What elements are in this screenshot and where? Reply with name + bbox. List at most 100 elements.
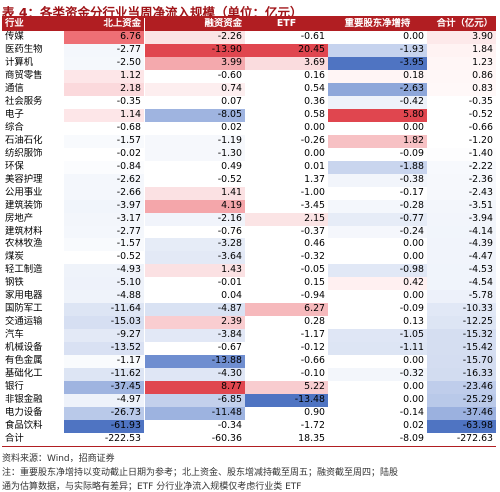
margin-value: -4.30 [145, 368, 245, 382]
total-value: -0.35 [427, 95, 496, 109]
industry-name: 公用事业 [5, 186, 43, 198]
table-row: 电力设备 -26.73 -11.48 0.90 -0.14 -37.46 [2, 407, 496, 421]
margin-value: 3.99 [145, 56, 245, 70]
total-value: -25.29 [427, 394, 496, 408]
total-value: -3.51 [427, 199, 496, 213]
northbound-value: -0.84 [64, 160, 145, 174]
margin-value: -6.85 [145, 394, 245, 408]
etf-value: 0.00 [245, 121, 328, 135]
table-row: 轻工制造 -4.93 1.43 -0.05 -0.98 -4.53 [2, 264, 496, 278]
total-value: -23.46 [427, 381, 496, 395]
shareholder-value: 0.02 [328, 420, 427, 433]
table-row: 机械设备 -13.52 -0.67 -0.12 -1.11 -15.42 [2, 342, 496, 356]
table-body: 传媒 6.76 -2.26 -0.61 0.00 3.90 医药生物 -2.77 -13.90 2… [2, 30, 496, 447]
shareholder-value: -0.28 [328, 199, 427, 213]
shareholder-value: -1.93 [328, 43, 427, 57]
total-value: -15.70 [427, 355, 496, 369]
shareholder-value: -0.09 [328, 303, 427, 317]
margin-value: -3.28 [145, 238, 245, 252]
margin-value: -13.88 [145, 355, 245, 369]
margin-value: -2.26 [145, 30, 245, 44]
total-value: 1.23 [427, 56, 496, 70]
margin-value: -4.87 [145, 303, 245, 317]
table-row: 家用电器 -4.88 0.04 -0.94 0.00 -5.78 [2, 290, 496, 304]
source-note: 资料来源：Wind，招商证券 [2, 454, 115, 464]
shareholder-value: 5.80 [328, 108, 427, 122]
total-value: -37.46 [427, 407, 496, 421]
table-row: 电子 1.14 -8.05 0.58 5.80 -0.52 [2, 108, 496, 122]
etf-value: 20.45 [245, 43, 328, 57]
table-row: 有色金属 -1.17 -13.88 -0.66 0.00 -15.70 [2, 355, 496, 369]
total-value: -4.14 [427, 225, 496, 239]
industry-name: 机械设备 [5, 342, 43, 354]
shareholder-value: 0.13 [328, 316, 427, 330]
total-value: -1.40 [427, 147, 496, 161]
industry-name: 汽车 [5, 329, 24, 341]
etf-value: -0.66 [245, 355, 328, 369]
table-row: 综合 -0.68 0.02 0.00 0.00 -0.66 [2, 121, 496, 135]
shareholder-value: -2.63 [328, 82, 427, 96]
table-row: 环保 -0.84 0.49 0.01 -1.88 -2.22 [2, 160, 496, 174]
northbound-value: 1.12 [64, 69, 145, 83]
northbound-value: -4.93 [64, 264, 145, 278]
industry-name: 医药生物 [5, 43, 43, 55]
industry-name: 社会服务 [5, 95, 43, 107]
total-value: -63.98 [427, 420, 496, 433]
northbound-value: -4.97 [64, 394, 145, 408]
shareholder-value: 0.00 [328, 251, 427, 265]
margin-value: 8.77 [145, 381, 245, 395]
total-value: -4.47 [427, 251, 496, 265]
etf-value: -0.37 [245, 225, 328, 239]
table-row: 农林牧渔 -1.57 -3.28 0.46 0.00 -4.39 [2, 238, 496, 252]
table-row: 煤炭 -0.52 -3.64 -0.32 0.00 -4.47 [2, 251, 496, 265]
industry-name: 煤炭 [5, 251, 24, 263]
northbound-value: -11.64 [64, 303, 145, 317]
footnote-line: 通为估算数据，与实际略有差异；ETF 分行业净流入规模仅考虑行业类 ETF [2, 482, 302, 492]
margin-value: -3.64 [145, 251, 245, 265]
northbound-value: -0.52 [64, 251, 145, 265]
industry-name: 电子 [5, 108, 24, 120]
northbound-value: -2.50 [64, 56, 145, 70]
margin-value: 0.02 [145, 121, 245, 135]
total-value: 3.90 [427, 30, 496, 44]
etf-value: 3.69 [245, 56, 328, 70]
industry-name: 环保 [5, 160, 24, 172]
margin-value: -0.76 [145, 225, 245, 239]
industry-name: 家用电器 [5, 290, 43, 302]
shareholder-value: -1.88 [328, 160, 427, 174]
shareholder-value: -0.32 [328, 368, 427, 382]
table-row: 计算机 -2.50 3.99 3.69 -3.95 1.23 [2, 56, 496, 70]
etf-value: -0.12 [245, 342, 328, 356]
etf-value: -1.72 [245, 420, 328, 433]
etf-value: -0.10 [245, 368, 328, 382]
shareholder-value: 0.00 [328, 30, 427, 44]
margin-value: 0.74 [145, 82, 245, 96]
northbound-value: -11.62 [64, 368, 145, 382]
table-row: 商贸零售 1.12 -0.60 0.16 0.18 0.86 [2, 69, 496, 83]
header-etf: ETF [276, 18, 297, 29]
shareholder-value: 0.00 [328, 394, 427, 408]
shareholder-value: 0.00 [328, 121, 427, 135]
etf-value: 0.16 [245, 69, 328, 83]
northbound-value: -2.77 [64, 43, 145, 57]
northbound-value: -61.93 [64, 420, 145, 433]
etf-value: 0.00 [245, 147, 328, 161]
industry-name: 电力设备 [5, 407, 43, 419]
shareholder-value: -0.14 [328, 407, 427, 421]
total-value: -2.22 [427, 160, 496, 174]
total-value: -272.63 [427, 433, 496, 446]
industry-name: 房地产 [5, 212, 34, 224]
industry-name: 计算机 [5, 56, 34, 68]
industry-name: 银行 [5, 381, 24, 393]
northbound-value: -4.88 [64, 290, 145, 304]
industry-name: 钢铁 [5, 277, 24, 289]
total-value: -5.78 [427, 290, 496, 304]
table-row: 交通运输 -15.03 2.39 0.28 0.13 -12.25 [2, 316, 496, 330]
etf-value: -1.17 [245, 329, 328, 343]
header-total: 合计（亿元） [436, 18, 493, 29]
northbound-value: -1.57 [64, 134, 145, 148]
total-value: -15.32 [427, 329, 496, 343]
etf-value: 1.37 [245, 173, 328, 187]
northbound-value: -15.03 [64, 316, 145, 330]
margin-value: -3.84 [145, 329, 245, 343]
